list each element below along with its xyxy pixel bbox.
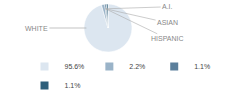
- svg-text:1.1%: 1.1%: [65, 82, 81, 89]
- svg-text:A.I.: A.I.: [162, 3, 173, 10]
- svg-text:95.6%: 95.6%: [65, 63, 85, 70]
- svg-text:1.1%: 1.1%: [194, 63, 210, 70]
- svg-text:HISPANIC: HISPANIC: [151, 35, 184, 42]
- svg-text:WHITE: WHITE: [25, 25, 48, 32]
- svg-text:2.2%: 2.2%: [129, 63, 145, 70]
- svg-text:ASIAN: ASIAN: [157, 19, 178, 26]
